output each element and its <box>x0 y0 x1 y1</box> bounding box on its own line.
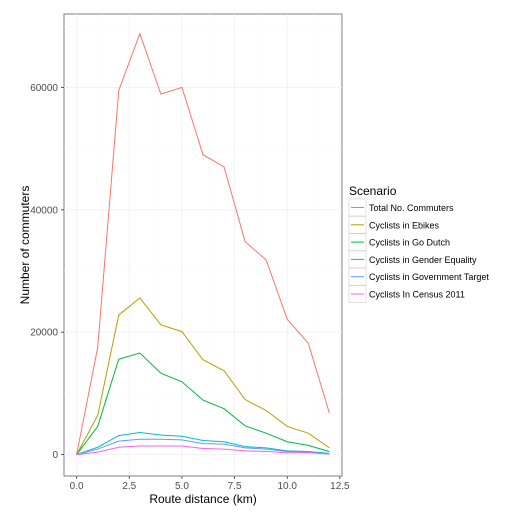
y-axis-title: Number of commuters <box>18 186 32 305</box>
x-tick-label: 12.5 <box>330 481 350 492</box>
series-line <box>76 438 330 456</box>
legend-item: Cyclists In Census 2011 <box>348 285 465 303</box>
legend-label: Cyclists in Gender Equality <box>369 255 477 265</box>
y-tick-label: 60000 <box>30 83 58 94</box>
series-lines <box>76 32 330 456</box>
x-axis: 0.0 2.5 5.0 7.5 10.0 12.5 <box>70 476 350 492</box>
x-tick-label: 5.0 <box>175 481 189 492</box>
legend-item: Total No. Commuters <box>348 198 454 217</box>
legend-label: Cyclists In Census 2011 <box>369 290 465 300</box>
legend-label: Cyclists in Ebikes <box>369 220 440 230</box>
x-tick-label: 0.0 <box>70 481 84 492</box>
grid-lines <box>64 14 342 476</box>
y-tick-label: 40000 <box>30 205 58 216</box>
legend-label: Cyclists in Government Target <box>369 272 489 282</box>
x-tick-label: 2.5 <box>122 481 136 492</box>
series-line <box>76 445 330 456</box>
y-tick-label: 20000 <box>30 328 58 339</box>
x-tick-label: 7.5 <box>228 481 242 492</box>
plot-panel <box>63 13 343 477</box>
y-axis: 0 20000 40000 60000 <box>30 83 64 461</box>
x-tick-label: 10.0 <box>278 481 298 492</box>
legend-title: Scenario <box>349 184 397 198</box>
legend: Scenario Total No. Commuters Cyclists in … <box>348 184 489 303</box>
legend-label: Cyclists in Go Dutch <box>369 238 450 248</box>
series-line <box>76 352 330 455</box>
y-tick-label: 0 <box>52 450 58 461</box>
series-line <box>76 32 330 455</box>
x-axis-title: Route distance (km) <box>149 492 256 506</box>
series-line <box>76 432 330 456</box>
legend-item: Cyclists in Ebikes <box>348 216 440 234</box>
legend-label: Total No. Commuters <box>369 203 454 213</box>
legend-item: Cyclists in Government Target <box>348 267 489 286</box>
series-line <box>76 297 330 455</box>
legend-item: Cyclists in Go Dutch <box>348 233 450 251</box>
legend-item: Cyclists in Gender Equality <box>348 250 477 269</box>
